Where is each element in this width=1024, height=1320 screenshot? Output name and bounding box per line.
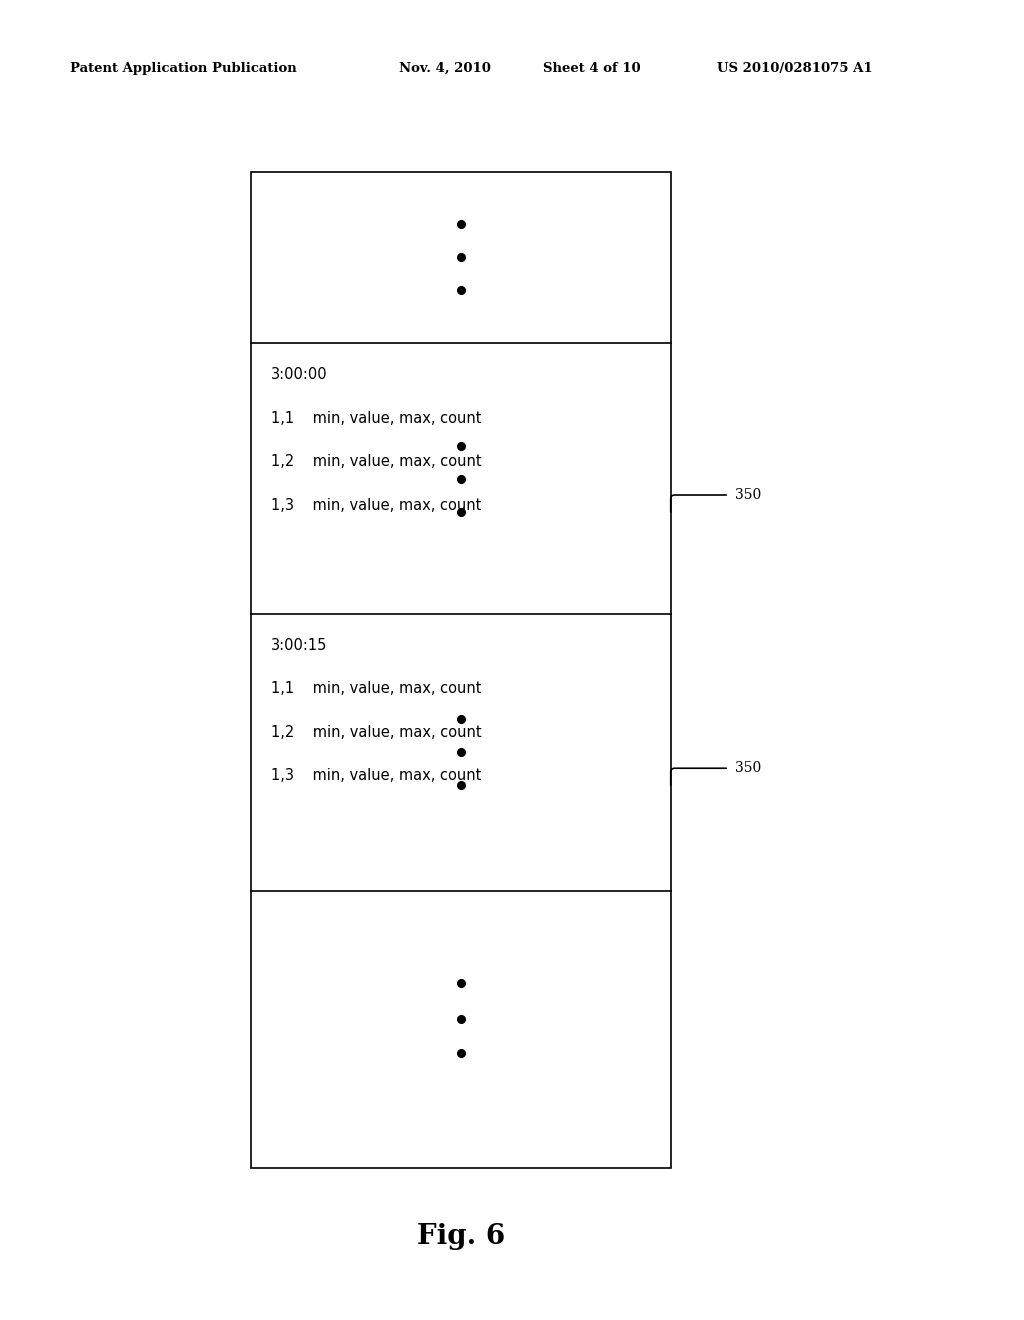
Text: Nov. 4, 2010: Nov. 4, 2010 bbox=[399, 62, 492, 75]
Text: Patent Application Publication: Patent Application Publication bbox=[70, 62, 296, 75]
Text: 350: 350 bbox=[735, 762, 762, 775]
Text: 1,2    min, value, max, count: 1,2 min, value, max, count bbox=[271, 725, 482, 739]
Bar bbox=[251, 172, 671, 1168]
Text: 1,3    min, value, max, count: 1,3 min, value, max, count bbox=[271, 768, 481, 783]
Text: US 2010/0281075 A1: US 2010/0281075 A1 bbox=[717, 62, 872, 75]
Text: 350: 350 bbox=[735, 488, 762, 502]
Text: 3:00:00: 3:00:00 bbox=[271, 367, 328, 381]
Text: Fig. 6: Fig. 6 bbox=[417, 1224, 505, 1250]
Text: 1,3    min, value, max, count: 1,3 min, value, max, count bbox=[271, 498, 481, 512]
Text: 3:00:15: 3:00:15 bbox=[271, 638, 328, 652]
Text: 1,2    min, value, max, count: 1,2 min, value, max, count bbox=[271, 454, 482, 469]
Text: 1,1    min, value, max, count: 1,1 min, value, max, count bbox=[271, 411, 482, 425]
Text: Sheet 4 of 10: Sheet 4 of 10 bbox=[543, 62, 640, 75]
Text: 1,1    min, value, max, count: 1,1 min, value, max, count bbox=[271, 681, 482, 696]
